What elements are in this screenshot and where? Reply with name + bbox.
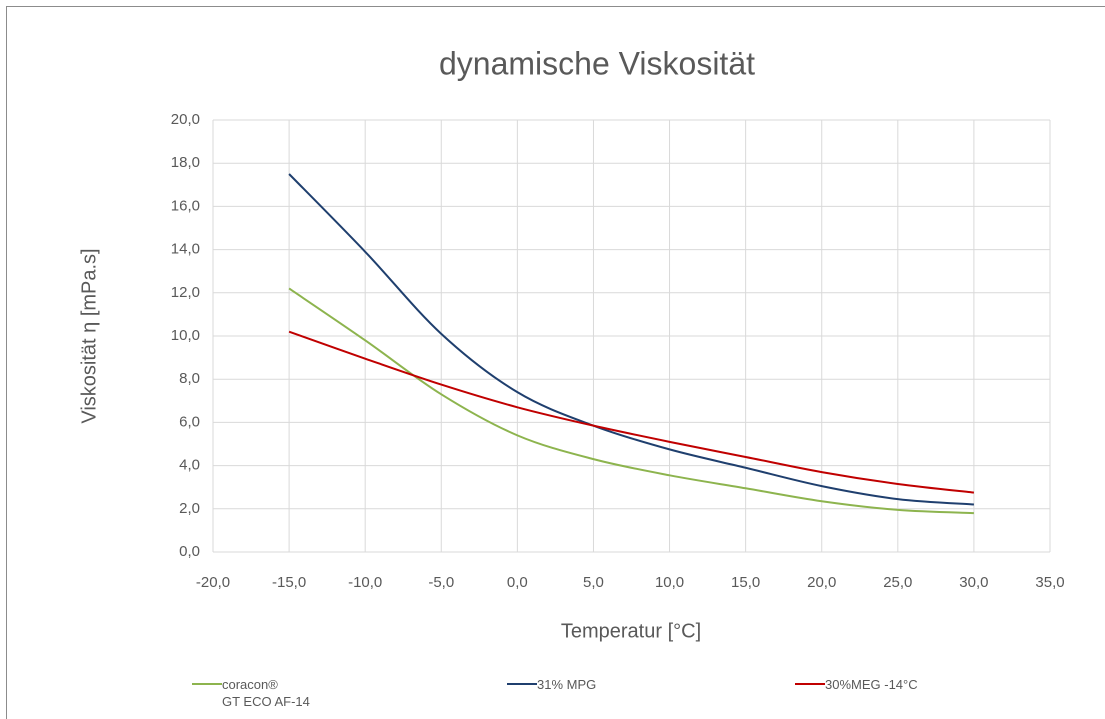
legend-swatch <box>192 683 222 685</box>
x-tick-label: -10,0 <box>348 574 382 591</box>
y-tick-label: 2,0 <box>179 500 200 517</box>
legend-label: 30%MEG -14°C <box>825 677 918 692</box>
y-tick-label: 12,0 <box>171 284 200 301</box>
x-tick-label: -15,0 <box>272 574 306 591</box>
chart-border <box>6 6 1105 719</box>
x-tick-label: 35,0 <box>1035 574 1064 591</box>
legend-swatch <box>507 683 537 685</box>
y-tick-label: 14,0 <box>171 241 200 258</box>
series-line <box>288 173 974 506</box>
x-tick-label: 25,0 <box>883 574 912 591</box>
y-tick-label: 10,0 <box>171 327 200 344</box>
x-tick-label: 20,0 <box>807 574 836 591</box>
y-tick-label: 16,0 <box>171 197 200 214</box>
x-tick-label: 5,0 <box>583 574 604 591</box>
legend-label: 31% MPG <box>537 677 597 692</box>
series-line <box>288 330 975 494</box>
y-tick-label: 20,0 <box>171 111 200 128</box>
x-tick-label: -20,0 <box>196 574 230 591</box>
y-tick-label: 4,0 <box>179 457 200 474</box>
y-tick-label: 18,0 <box>171 154 200 171</box>
x-tick-label: 10,0 <box>655 574 684 591</box>
y-tick-label: 6,0 <box>179 413 200 430</box>
x-tick-label: -5,0 <box>428 574 454 591</box>
x-axis-label: Temperatur [°C] <box>561 620 701 642</box>
legend-label: coracon® GT ECO AF-14 <box>222 677 310 709</box>
legend-swatch <box>795 683 825 685</box>
x-tick-label: 30,0 <box>959 574 988 591</box>
chart-title: dynamische Viskosität <box>439 45 755 81</box>
series-line <box>288 287 974 515</box>
x-tick-label: 15,0 <box>731 574 760 591</box>
y-tick-label: 0,0 <box>179 543 200 560</box>
y-tick-label: 8,0 <box>179 370 200 387</box>
y-axis-label: Viskosität η [mPa.s] <box>78 248 100 423</box>
x-tick-label: 0,0 <box>507 574 528 591</box>
